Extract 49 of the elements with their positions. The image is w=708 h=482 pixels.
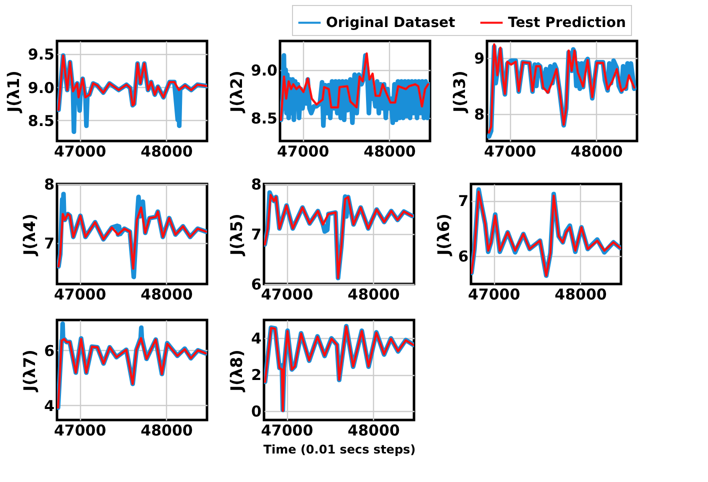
y-tick-label: 8.5 (28, 112, 54, 130)
legend-label: Original Dataset (326, 14, 456, 31)
x-tick-label: 48000 (570, 142, 623, 160)
y-tick-label: 4 (44, 396, 54, 415)
y-tick-label: 4 (251, 330, 262, 348)
y-tick-label: 7 (458, 192, 468, 210)
y-tick-label: 6 (251, 276, 262, 294)
y-tick-label: 9 (474, 49, 484, 68)
x-tick-label: 48000 (364, 142, 416, 160)
y-axis-title: J(λ2) (226, 70, 246, 114)
legend-label: Test Prediction (508, 14, 626, 31)
y-tick-label: 9.5 (28, 46, 54, 64)
x-tick-label: 47000 (276, 142, 330, 160)
y-axis-title: J(λ4) (20, 214, 40, 256)
y-tick-label: 9.0 (28, 78, 54, 97)
y-tick-label: 0 (251, 402, 262, 420)
y-axis-title: J(λ8) (227, 350, 246, 392)
x-axis-title: Time (0.01 secs steps) (263, 442, 416, 456)
x-tick-label: 48000 (140, 142, 193, 160)
x-tick-label: 48000 (554, 286, 607, 304)
y-tick-label: 2 (251, 366, 262, 384)
x-tick-label: 48000 (348, 422, 400, 440)
x-tick-label: 47000 (484, 142, 536, 160)
y-tick-label: 8.5 (250, 109, 278, 128)
y-axis-title: J(λ7) (20, 350, 40, 392)
y-tick-label: 8 (251, 176, 262, 194)
line-series (57, 206, 207, 270)
y-tick-label: 9.0 (250, 61, 278, 80)
x-tick-label: 47000 (468, 286, 520, 304)
y-tick-label: 8 (474, 106, 484, 124)
y-axis-title: J(λ6) (434, 214, 454, 256)
x-tick-label: 48000 (348, 286, 400, 304)
x-tick-label: 47000 (54, 142, 106, 160)
x-tick-label: 47000 (54, 422, 106, 440)
x-tick-label: 48000 (140, 286, 193, 304)
x-tick-label: 47000 (260, 286, 314, 304)
line-series (57, 337, 207, 409)
y-tick-label: 7 (44, 234, 54, 252)
y-tick-label: 6 (44, 342, 54, 360)
line-series (57, 54, 207, 111)
y-axis-title: J(λ1) (4, 70, 23, 114)
y-axis-title: J(λ3) (450, 70, 470, 114)
y-tick-label: 7 (251, 226, 262, 244)
y-axis-title: J(λ5) (227, 214, 246, 256)
x-tick-label: 47000 (54, 286, 106, 304)
x-tick-label: 47000 (260, 422, 314, 440)
y-tick-label: 6 (458, 248, 468, 266)
x-tick-label: 48000 (140, 422, 193, 440)
y-tick-label: 8 (44, 176, 54, 194)
